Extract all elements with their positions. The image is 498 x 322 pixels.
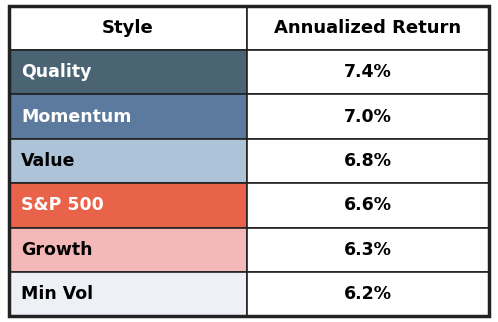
Bar <box>247 228 489 272</box>
Bar <box>247 94 489 139</box>
Bar <box>247 139 489 183</box>
Bar <box>9 272 247 316</box>
Text: Annualized Return: Annualized Return <box>274 19 461 37</box>
Bar <box>9 139 247 183</box>
Text: 7.4%: 7.4% <box>344 63 392 81</box>
Bar <box>9 183 247 228</box>
Bar <box>9 228 247 272</box>
Bar <box>247 183 489 228</box>
Bar <box>247 50 489 94</box>
Bar <box>247 272 489 316</box>
Text: 6.8%: 6.8% <box>344 152 392 170</box>
Text: Momentum: Momentum <box>21 108 131 126</box>
Bar <box>9 6 247 50</box>
Text: Style: Style <box>102 19 154 37</box>
Text: Value: Value <box>21 152 76 170</box>
Bar <box>9 50 247 94</box>
Text: Min Vol: Min Vol <box>21 285 93 303</box>
Text: 6.3%: 6.3% <box>344 241 392 259</box>
Bar <box>9 94 247 139</box>
Text: 7.0%: 7.0% <box>344 108 392 126</box>
Bar <box>247 6 489 50</box>
Text: Quality: Quality <box>21 63 92 81</box>
Text: 6.2%: 6.2% <box>344 285 392 303</box>
Text: S&P 500: S&P 500 <box>21 196 104 214</box>
Text: Growth: Growth <box>21 241 93 259</box>
Text: 6.6%: 6.6% <box>344 196 392 214</box>
